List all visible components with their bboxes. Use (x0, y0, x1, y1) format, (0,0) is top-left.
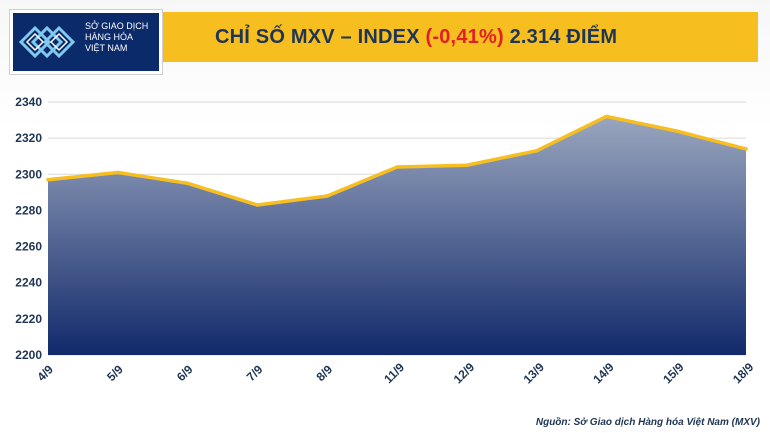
data-point (744, 147, 748, 151)
data-point (395, 165, 399, 169)
x-tick-label: 13/9 (521, 360, 548, 387)
title-suffix: 2.314 ĐIỂM (503, 26, 618, 48)
data-point (46, 177, 50, 182)
y-tick-label: 2340 (15, 95, 42, 109)
x-tick-label: 11/9 (381, 360, 407, 386)
logo-line-3: VIỆT NAM (85, 43, 128, 53)
y-tick-label: 2200 (15, 348, 42, 362)
data-point (325, 194, 330, 198)
title-bar (70, 12, 758, 62)
data-point (674, 129, 678, 133)
y-tick-label: 2280 (15, 203, 42, 217)
data-point (116, 170, 120, 175)
title-prefix: CHỈ SỐ MXV – INDEX (215, 26, 426, 48)
data-points (46, 114, 748, 207)
y-tick-label: 2260 (15, 240, 42, 254)
logo-line-1: SỞ GIAO DỊCH (85, 21, 149, 31)
logo-mark-icon (18, 25, 76, 59)
y-axis-ticks: 2200 2220 2240 2260 2280 2300 2320 2340 (15, 95, 42, 362)
y-tick-label: 2220 (15, 312, 42, 326)
data-point (465, 163, 469, 168)
x-tick-label: 18/9 (730, 360, 757, 387)
data-point (534, 148, 539, 153)
x-tick-label: 12/9 (451, 360, 478, 387)
x-tick-label: 14/9 (590, 360, 617, 387)
data-point (185, 181, 190, 186)
mxv-logo: SỞ GIAO DỊCH HÀNG HÓA VIỆT NAM (10, 10, 162, 74)
data-point (255, 203, 260, 207)
logo-text: SỞ GIAO DỊCH HÀNG HÓA VIỆT NAM (85, 21, 161, 54)
title-change: (-0,41%) (425, 26, 504, 48)
data-point (604, 114, 609, 119)
x-tick-label: 7/9 (244, 362, 266, 384)
x-tick-label: 5/9 (104, 362, 126, 384)
y-tick-label: 2320 (15, 131, 42, 145)
source-note: Nguồn: Sở Giao dịch Hàng hóa Việt Nam (M… (535, 417, 760, 428)
x-tick-label: 15/9 (660, 360, 687, 387)
chart-title: CHỈ SỐ MXV – INDEX (-0,41%) 2.314 ĐIỂM (215, 26, 617, 49)
logo-line-2: HÀNG HÓA (85, 32, 134, 42)
area-fill (48, 116, 746, 355)
y-tick-label: 2300 (15, 167, 42, 181)
y-tick-label: 2240 (15, 276, 42, 290)
x-tick-label: 6/9 (174, 362, 196, 384)
x-tick-label: 8/9 (314, 362, 336, 384)
x-tick-label: 4/9 (34, 362, 56, 384)
x-axis-ticks: 4/9 5/9 6/9 7/9 8/9 11/9 12/9 13/9 14/9 15/9 18/9 (34, 360, 756, 387)
